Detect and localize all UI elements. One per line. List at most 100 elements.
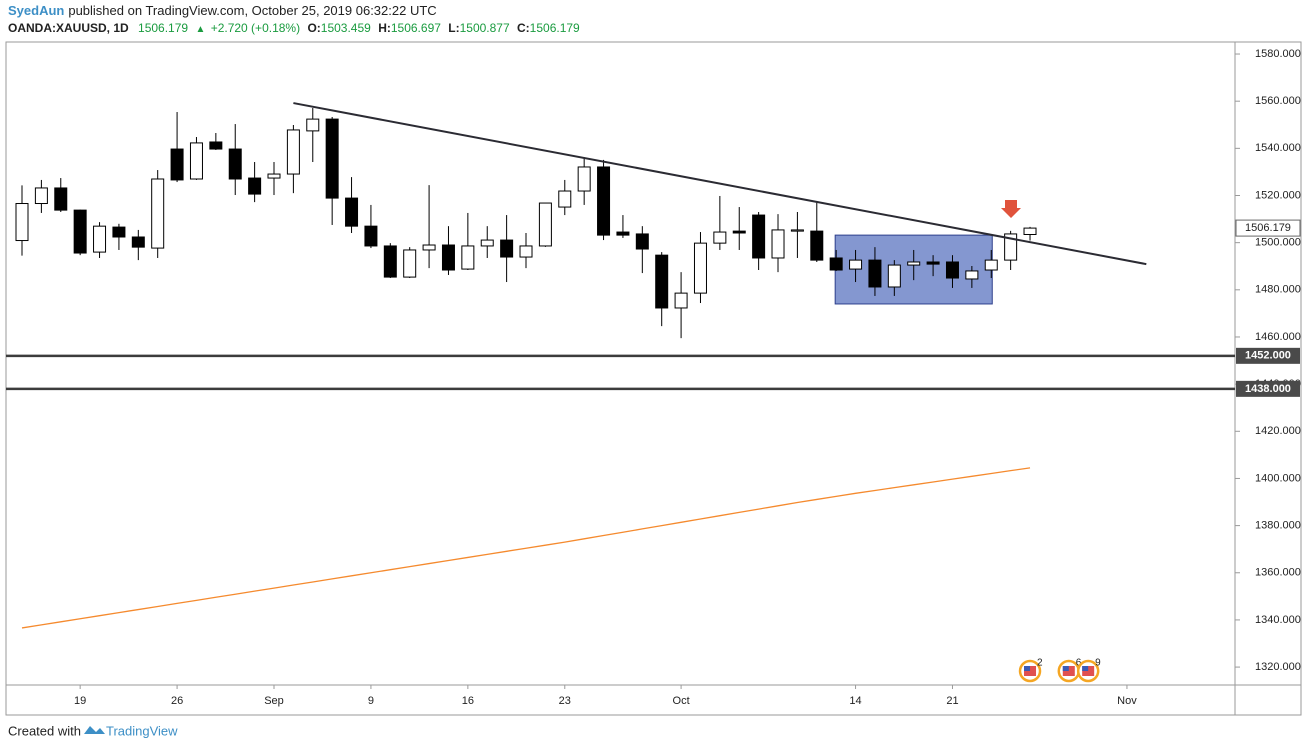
y-tick-label: 1500.000 [1255,237,1301,249]
candle-body [907,261,921,266]
ohlc-value: 1506.179 [530,21,580,35]
candle-body [849,259,863,270]
candle-body [577,166,591,192]
candle-body [480,239,494,247]
candle-body [965,270,979,280]
candle-body [93,225,107,253]
y-tick-label: 1580.000 [1255,48,1301,60]
ohlc-value: 1506.697 [391,21,441,35]
x-tick-label: 23 [559,695,571,707]
y-tick-label: 1520.000 [1255,189,1301,201]
ohlc-label: H: [378,21,391,35]
footer-created: Created with [8,723,81,738]
candle-body [228,148,242,180]
event-count: 2 [1037,658,1043,669]
symbol: OANDA:XAUUSD, 1D [8,21,129,35]
candle-body [422,244,436,251]
ohlc-label: L: [448,21,459,35]
last-price-label: 1506.179 [1245,222,1291,234]
x-tick-label: Oct [673,695,690,707]
candle-body [713,231,727,244]
candle-body [461,245,475,270]
candle-body [286,129,300,175]
price-label: 1438.000 [1245,383,1291,395]
candle-body [500,239,514,258]
candle-body [403,249,417,278]
x-tick-label: 16 [462,695,474,707]
event-count: 6 [1076,658,1082,669]
x-tick-label: 26 [171,695,183,707]
x-tick-label: 14 [849,695,861,707]
x-tick-label: Sep [264,695,284,707]
candle-body [693,242,707,294]
change: +2.720 (+0.18%) [211,21,300,35]
ohlc-label: O: [307,21,320,35]
candle-body [558,190,572,208]
x-tick-label: 21 [946,695,958,707]
event-flag-canton [1062,666,1069,671]
candle-body [887,264,901,288]
brand-logo [84,726,105,734]
candle-body [868,259,882,288]
published: published on TradingView.com, October 25… [68,3,436,18]
candle-body [732,230,746,234]
candle-body [267,173,281,179]
y-tick-label: 1480.000 [1255,284,1301,296]
price-label-box [1236,380,1300,397]
trend-line [293,102,1147,266]
candle-body [538,202,552,247]
candle-body [1004,233,1018,261]
ohlc-label: C: [517,21,530,35]
candle-body [810,230,824,261]
candle-body [170,148,184,181]
ohlc-value: 1503.459 [321,21,371,35]
x-tick-label: 9 [368,695,374,707]
y-tick-label: 1560.000 [1255,95,1301,107]
candle-body [1023,227,1037,236]
y-tick-label: 1340.000 [1255,614,1301,626]
price-label-box [1236,347,1300,364]
header-line: SyedAun published on TradingView.com, Oct… [8,3,437,18]
candle-body [926,261,940,265]
candle-body [984,259,998,271]
candle-body [325,118,339,199]
symbol-line: OANDA:XAUUSD, 1D 1506.179 ▲ +2.720 (+0.1… [8,21,580,35]
plot-area [15,102,1147,629]
axes: 1320.000 1340.000 1360.000 1380.000 1400.000… [6,48,1301,707]
candle-body [306,118,320,132]
y-tick-label: 1460.000 [1255,331,1301,343]
candle-body [15,203,29,242]
moving-average [21,467,1031,629]
candle-body [34,187,48,205]
candle-body [752,214,766,259]
candle-body [655,254,669,309]
price-label: 1452.000 [1245,350,1291,362]
candle-body [189,142,203,180]
candle-body [383,245,397,278]
candle-body [597,166,611,236]
y-tick-label: 1320.000 [1255,661,1301,673]
candle-body [54,187,68,211]
candle-body [151,178,165,249]
y-tick-label: 1380.000 [1255,520,1301,532]
event-count: 9 [1095,658,1101,669]
candle-body [112,226,126,238]
candle-body [790,229,804,232]
footer-brand[interactable]: TradingView [106,723,178,738]
y-tick-label: 1420.000 [1255,425,1301,437]
candle-body [209,141,223,150]
y-tick-label: 1360.000 [1255,567,1301,579]
event-flag-canton [1024,666,1031,671]
candle-body [345,197,359,227]
candle-body [616,231,630,236]
x-tick-label: 19 [74,695,86,707]
last-price: 1506.179 [138,21,188,35]
candle-body [364,225,378,247]
candle-body [131,236,145,248]
author[interactable]: SyedAun [8,3,64,18]
signal-arrow [1001,200,1021,218]
candle-body [945,261,959,279]
candle-body [441,244,455,271]
